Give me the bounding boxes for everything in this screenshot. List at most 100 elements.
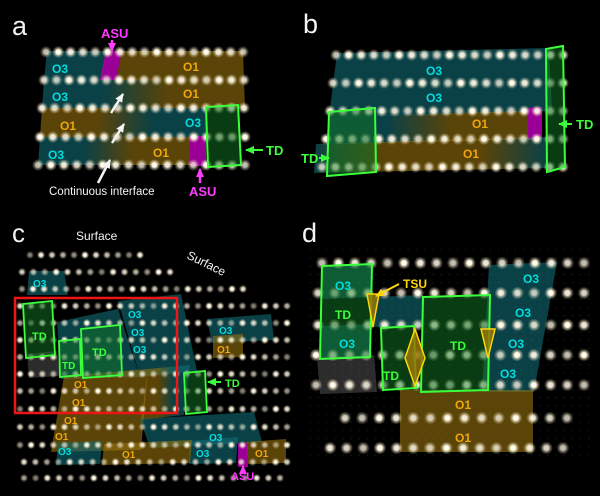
atom-dot: [238, 404, 247, 414]
atom-dot: [49, 386, 58, 396]
lattice-dot: [579, 421, 582, 423]
lattice-dot: [440, 396, 442, 399]
atom-dot: [436, 161, 449, 173]
lattice-dot: [506, 273, 508, 276]
atom-dot: [216, 422, 225, 432]
atom-dot: [165, 267, 175, 277]
atom-dot: [406, 441, 420, 455]
atom-dot: [82, 301, 92, 311]
lattice-dot: [342, 454, 344, 456]
atom-dot: [75, 74, 88, 86]
lattice-dot: [309, 372, 311, 374]
atom-dot: [66, 473, 75, 483]
atom-dot: [493, 77, 506, 89]
lattice-dot: [465, 282, 467, 284]
lattice-dot: [555, 282, 557, 284]
labels-layer: b O3 O3 O1 O1 TD TD: [301, 9, 593, 166]
lattice-dot: [506, 249, 508, 251]
atom-dot: [227, 386, 236, 396]
lattice-dot: [374, 454, 377, 456]
atom-dot: [93, 386, 103, 396]
lattice-dot: [588, 273, 590, 276]
atom-dot: [216, 369, 225, 379]
atom-dot: [356, 441, 370, 455]
atom-dot: [86, 267, 95, 277]
atom-dot: [519, 49, 532, 61]
atom-dot: [182, 422, 192, 432]
atom-dot: [260, 335, 269, 345]
lattice-dot: [350, 429, 352, 432]
o1-label: O1: [72, 398, 86, 409]
atom-dot: [518, 105, 531, 117]
atom-dot: [271, 440, 281, 450]
atom-dot: [282, 301, 292, 311]
lattice-dot: [579, 347, 582, 350]
lattice-dot: [563, 273, 565, 276]
lattice-dot: [473, 396, 475, 399]
lattice-dot: [317, 372, 319, 374]
lattice-dot: [506, 372, 508, 374]
lattice-dot: [514, 429, 516, 432]
lattice-dot: [579, 396, 582, 399]
panel-b-stem-image: b O3 O3 O1 O1 TD TD: [301, 9, 593, 178]
lattice-dot: [538, 388, 541, 391]
lattice-dot: [588, 413, 590, 415]
lattice-dot: [497, 437, 500, 440]
atom-dot: [71, 440, 80, 450]
lattice-dot: [407, 323, 410, 325]
atom-dot: [560, 378, 574, 392]
atom-dot: [77, 457, 86, 467]
lattice-dot: [456, 413, 459, 415]
lattice-dot: [333, 421, 336, 423]
lattice-dot: [522, 282, 524, 284]
atom-dot: [31, 473, 40, 483]
atom-dot: [76, 46, 89, 58]
atom-dot: [83, 159, 96, 171]
o1-label: O1: [153, 146, 169, 160]
atom-dot: [531, 105, 544, 117]
o1-label: O1: [463, 147, 479, 161]
lattice-dot: [432, 282, 434, 284]
atom-dot: [99, 102, 112, 114]
atom-dot: [389, 411, 403, 425]
lattice-dot: [448, 273, 451, 276]
lattice-dot: [588, 396, 590, 399]
lattice-dot: [514, 396, 516, 399]
lattice-dot: [317, 421, 319, 423]
atom-dot: [282, 352, 292, 362]
lattice-dot: [555, 413, 557, 415]
atom-dot: [509, 411, 523, 425]
atom-dot: [47, 250, 57, 260]
lattice-dot: [358, 364, 360, 366]
lattice-dot: [579, 339, 582, 341]
atom-dot: [163, 46, 176, 58]
lattice-dot: [555, 249, 557, 251]
atom-dot: [115, 422, 125, 432]
lattice-dot: [563, 405, 565, 407]
atom-dot: [516, 161, 529, 173]
atom-dot: [38, 404, 47, 414]
panel-d-stem-image: d O3 TD O3 TSU TD TD O3 O3 O3 O3 O1 O1: [302, 218, 591, 456]
atom-dot: [397, 256, 411, 270]
atom-dot: [182, 318, 192, 328]
lattice-dot: [358, 454, 360, 456]
atom-dot: [193, 318, 203, 328]
o3-label: O3: [335, 279, 351, 293]
lattice-dot: [579, 273, 582, 276]
lattice-dot: [424, 282, 426, 284]
lattice-dot: [530, 314, 533, 317]
atom-dot: [194, 284, 203, 294]
lattice-dot: [407, 454, 410, 456]
lattice-dot: [547, 437, 549, 440]
lattice-dot: [309, 306, 311, 309]
lattice-dot: [366, 372, 369, 374]
lattice-dot: [448, 405, 451, 407]
atom-dot: [172, 284, 181, 294]
o3-label: O3: [523, 272, 539, 286]
lattice-dot: [489, 421, 492, 423]
atom-dot: [145, 457, 154, 467]
atom-dot: [454, 77, 467, 89]
atom-dot: [168, 457, 177, 467]
td-label: TD: [92, 347, 107, 359]
atom-dot: [271, 386, 281, 396]
